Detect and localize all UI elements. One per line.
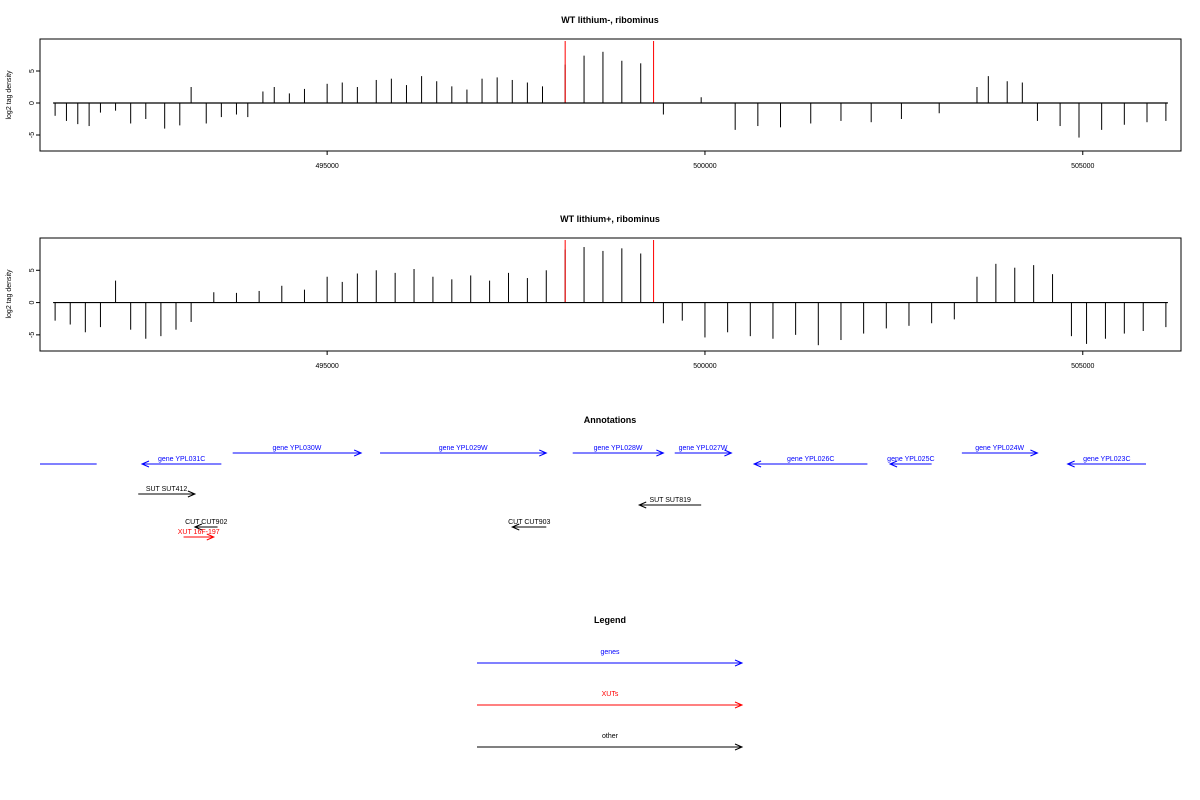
arrow-head [656, 449, 665, 457]
coverage-bars [54, 51, 1167, 138]
legend: Legend genes XUTs other [477, 615, 744, 751]
annotation-feature: gene YPL023C [1066, 456, 1146, 468]
annotation-feature: CUT CUT903 [508, 519, 551, 531]
region-markers [564, 240, 655, 303]
coverage-panel-lithium-plus: WT lithium+, ribominus log2 tag density … [6, 214, 1182, 370]
annotation-label: gene YPL025C [887, 456, 934, 463]
annotation-feature: XUT 16F-197 [178, 529, 220, 541]
arrow-head [539, 449, 548, 457]
x-tick-label: 505000 [1071, 363, 1094, 370]
y-tick-label: -5 [29, 132, 36, 138]
annotation-label: gene YPL027W [679, 445, 728, 452]
arrow-head [510, 523, 520, 531]
y-axis: -5 0 5 [29, 268, 40, 338]
annotation-feature: gene YPL025C [887, 456, 935, 468]
annotation-label: gene YPL031C [158, 456, 205, 463]
annotation-feature: gene YPL031C [140, 456, 222, 468]
x-tick-label: 500000 [693, 163, 716, 170]
panel-title: WT lithium+, ribominus [560, 214, 660, 224]
annotation-feature: gene YPL027W [674, 445, 733, 457]
annotation-feature: gene YPL024W [961, 445, 1039, 457]
arrow-head [140, 460, 150, 468]
annotation-label: SUT SUT412 [146, 486, 188, 493]
annotation-feature: gene YPL028W [572, 445, 665, 457]
arrow-head [734, 701, 744, 709]
legend-label: genes [600, 649, 620, 656]
x-tick-label: 505000 [1071, 163, 1094, 170]
annotation-feature: CUT CUT902 [185, 519, 227, 531]
x-tick-label: 500000 [693, 363, 716, 370]
annotation-feature: SUT SUT819 [637, 497, 702, 509]
annotation-feature: gene YPL026C [752, 456, 868, 468]
annotation-label: gene YPL029W [439, 445, 488, 452]
legend-title: Legend [594, 615, 626, 625]
y-axis-label: log2 tag density [6, 70, 13, 120]
annotations-title: Annotations [584, 415, 637, 425]
region-markers [564, 41, 655, 103]
arrow-head [724, 449, 733, 457]
legend-label: other [602, 733, 619, 740]
annotation-feature: gene YPL030W [232, 445, 363, 457]
plot-frame [39, 38, 1182, 152]
plot-frame [39, 237, 1182, 352]
arrow-head [888, 460, 898, 468]
arrow-head [752, 460, 762, 468]
legend-items: genes XUTs other [477, 649, 744, 751]
legend-label: XUTs [602, 691, 619, 698]
arrow-head [206, 533, 216, 541]
x-axis: 495000 500000 505000 [315, 151, 1095, 170]
annotation-label: CUT CUT903 [508, 519, 550, 526]
y-axis: -5 0 5 [29, 69, 40, 138]
annotation-label: gene YPL028W [594, 445, 643, 452]
annotation-feature: gene YPL029W [380, 445, 548, 457]
annotation-label: SUT SUT819 [649, 497, 691, 504]
annotation-label: gene YPL023C [1083, 456, 1130, 463]
arrow-head [734, 659, 744, 667]
y-tick-label: 5 [29, 268, 36, 272]
legend-entry: XUTs [477, 691, 744, 709]
arrow-head [193, 523, 203, 531]
annotation-label: CUT CUT902 [185, 519, 227, 526]
annotation-label: gene YPL026C [787, 456, 834, 463]
annotation-label: XUT 16F-197 [178, 529, 220, 536]
coverage-panel-lithium-minus: WT lithium-, ribominus log2 tag density … [6, 15, 1182, 170]
y-axis-label: log2 tag density [6, 269, 13, 319]
x-tick-label: 495000 [315, 363, 338, 370]
arrow-head [353, 449, 363, 457]
annotation-label: gene YPL024W [975, 445, 1024, 452]
arrow-head [187, 490, 197, 498]
arrow-head [734, 743, 744, 751]
y-tick-label: -5 [29, 332, 36, 338]
arrow-head [1066, 460, 1075, 468]
x-tick-label: 495000 [315, 163, 338, 170]
arrow-head [1030, 449, 1039, 457]
y-tick-label: 0 [29, 101, 36, 105]
y-tick-label: 5 [29, 69, 36, 73]
arrow-head [637, 501, 647, 509]
annotation-feature: SUT SUT412 [138, 486, 197, 498]
x-axis: 495000 500000 505000 [315, 351, 1095, 370]
panel-title: WT lithium-, ribominus [561, 15, 659, 25]
coverage-bars [54, 247, 1167, 346]
y-tick-label: 0 [29, 301, 36, 305]
legend-entry: genes [477, 649, 744, 667]
annotation-items: gene YPL031C gene YPL030W gene YPL029W gene… [40, 445, 1146, 541]
annotation-label: gene YPL030W [272, 445, 321, 452]
legend-entry: other [477, 733, 744, 751]
